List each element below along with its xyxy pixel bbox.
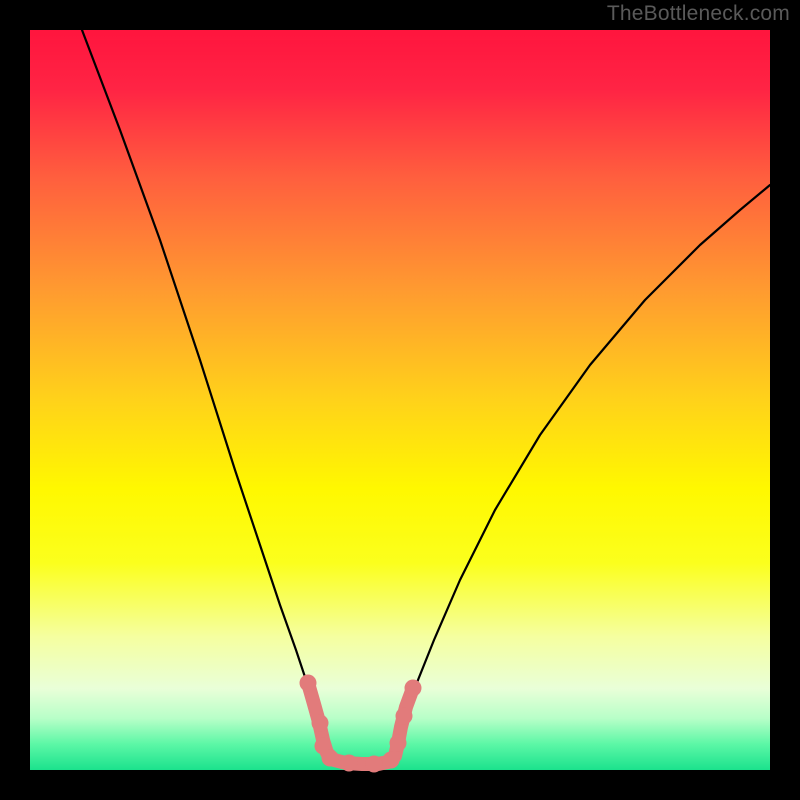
- optimal-marker: [405, 680, 422, 697]
- optimal-marker: [366, 756, 383, 773]
- optimal-marker: [312, 715, 329, 732]
- optimal-marker: [300, 675, 317, 692]
- bottleneck-chart: [0, 0, 800, 800]
- optimal-marker: [396, 708, 413, 725]
- optimal-marker: [322, 750, 339, 767]
- optimal-marker: [341, 755, 358, 772]
- optimal-marker: [390, 735, 407, 752]
- chart-container: TheBottleneck.com: [0, 0, 800, 800]
- optimal-marker: [383, 752, 400, 769]
- plot-background: [30, 30, 770, 770]
- watermark-label: TheBottleneck.com: [607, 2, 790, 26]
